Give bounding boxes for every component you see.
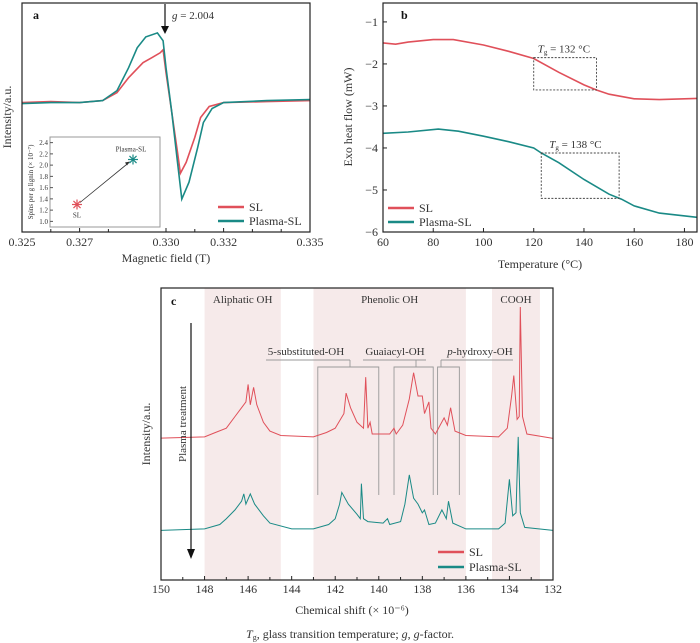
panel-label-b: b: [401, 8, 408, 22]
region-band: [492, 288, 540, 580]
x-tick-label: 134: [500, 582, 518, 596]
tg-label-sl: Tg = 132 °C: [538, 44, 590, 57]
y-tick-label: −2: [365, 57, 378, 71]
sub-region-label: Guaiacyl-OH: [365, 346, 424, 358]
x-axis-label-c: Chemical shift (× 10⁻⁶): [295, 603, 409, 617]
x-tick-label: 142: [326, 582, 344, 596]
inset-y-tick-label: 1.2: [39, 207, 48, 215]
y-tick-label: −4: [365, 141, 378, 155]
x-tick-label: 132: [544, 582, 562, 596]
x-tick-label: 140: [575, 235, 593, 249]
x-tick-label: 136: [457, 582, 475, 596]
inset-y-tick-label: 2.0: [39, 162, 48, 170]
y-axis-label-a: Intensity/a.u.: [0, 86, 14, 149]
inset-y-tick-label: 1.6: [39, 184, 48, 192]
inset-point-label: SL: [73, 212, 81, 220]
sub-region-label: p-hydroxy-OH: [446, 346, 512, 358]
tg-label-plasma-sl: Tg = 138 °C: [549, 139, 601, 152]
x-tick-label: 0.332: [210, 235, 237, 249]
inset-y-axis-label: Spins per g lignin (× 10⁻⁷): [27, 144, 35, 219]
inset-y-tick-label: 2.4: [39, 139, 48, 147]
inset-y-tick-label: 1.0: [39, 218, 48, 226]
sub-region-label: 5-substituted-OH: [268, 346, 344, 358]
star-marker-icon: [73, 200, 81, 209]
star-marker-icon: [129, 155, 137, 164]
inset-y-tick-label: 1.8: [39, 173, 48, 181]
y-axis-label-c: Intensity/a.u.: [139, 403, 153, 466]
arrow-head-icon: [161, 26, 169, 34]
x-tick-label: 146: [239, 582, 257, 596]
series-line-sl: [160, 306, 554, 439]
x-tick-label: 0.335: [297, 235, 324, 249]
figure-caption: Tg, glass transition temperature; g, g-f…: [246, 627, 454, 642]
plot-frame-b: [382, 2, 698, 233]
x-tick-label: 160: [625, 235, 643, 249]
y-tick-label: −1: [365, 15, 378, 29]
panel-b: b Tg = 132 °C Tg = 138 °C 60 80 100 120 140 16…: [341, 2, 698, 271]
panel-c: Aliphatic OH Phenolic OH COOH c 5-substitu…: [139, 287, 562, 617]
x-tick-label: 60: [377, 235, 389, 249]
y-tick-label: −3: [365, 99, 378, 113]
inset-point-sl: [72, 199, 82, 210]
inset-trend-arrow: [79, 162, 130, 203]
region-label: COOH: [500, 294, 531, 306]
x-tick-label: 150: [152, 582, 170, 596]
legend-label-plasma-sl: Plasma-SL: [419, 215, 472, 229]
legend-label-sl: SL: [249, 200, 263, 214]
plasma-treatment-label: Plasma treatment: [177, 386, 189, 462]
x-axis-label-a: Magnetic field (T): [122, 251, 211, 265]
inset-point-label: Plasma-SL: [116, 146, 147, 154]
panel-label-a: a: [33, 8, 39, 22]
panel-label-c: c: [171, 294, 177, 308]
y-axis-label-b: Exo heat flow (mW): [341, 68, 355, 167]
y-tick-label: −6: [365, 225, 378, 239]
x-tick-label: 0.330: [153, 235, 180, 249]
legend-label-sl: SL: [419, 201, 433, 215]
arrow-head-icon: [125, 161, 130, 166]
series-line-plasma-sl: [21, 31, 311, 203]
x-tick-label: 100: [474, 235, 492, 249]
legend-label-plasma-sl: Plasma-SL: [469, 560, 522, 574]
tg-box-sl: [533, 57, 597, 91]
inset-y-tick-label: 2.2: [39, 150, 48, 158]
inset-y-tick-label: 1.4: [39, 195, 48, 203]
x-tick-label: 148: [196, 582, 214, 596]
arrow-head-icon: [187, 549, 195, 559]
inset-spins: 1.0 1.2 1.4 1.6 1.8 2.0 2.2 2.4 Spins per g lign…: [27, 136, 161, 228]
sub-region-bracket: [266, 359, 380, 495]
x-tick-label: 80: [427, 235, 439, 249]
legend-label-plasma-sl: Plasma-SL: [249, 214, 302, 228]
region-label: Aliphatic OH: [213, 294, 273, 306]
x-tick-label: 180: [675, 235, 693, 249]
x-tick-label: 0.327: [66, 235, 93, 249]
tg-box-plasma-sl: [540, 152, 620, 199]
panel-a: a g = 2.004 0.325 0.327 0.330 0.332 0.335 Ma…: [0, 2, 324, 265]
legend-label-sl: SL: [469, 545, 483, 559]
x-axis-label-b: Temperature (°C): [498, 257, 582, 271]
x-tick-label: 144: [283, 582, 301, 596]
inset-point-plasma-sl: [128, 154, 138, 165]
x-tick-label: 140: [370, 582, 388, 596]
series-line-plasma-sl: [160, 436, 554, 531]
g-factor-annotation: g = 2.004: [172, 10, 214, 22]
region-label: Phenolic OH: [361, 294, 418, 306]
x-tick-label: 120: [525, 235, 543, 249]
region-band: [204, 288, 281, 580]
y-tick-label: −5: [365, 183, 378, 197]
x-tick-label: 0.325: [9, 235, 36, 249]
x-tick-label: 138: [413, 582, 431, 596]
